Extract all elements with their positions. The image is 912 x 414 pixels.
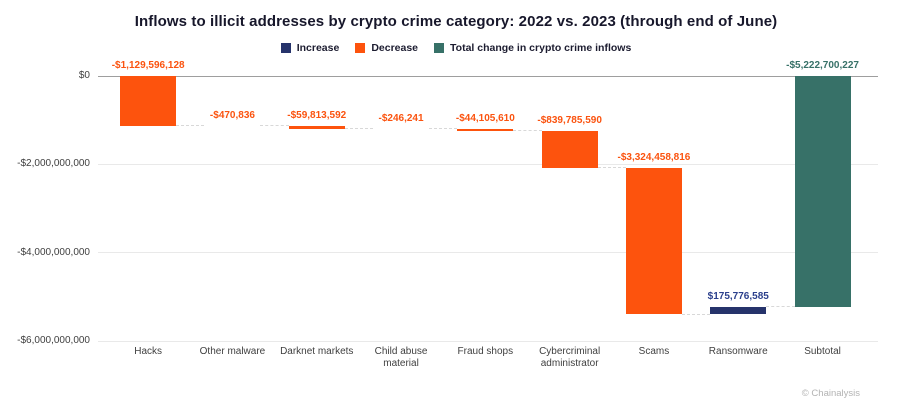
legend-swatch-decrease-icon <box>355 43 366 53</box>
bar-fraud-shops[interactable] <box>457 128 514 131</box>
bar-value-label: -$839,785,590 <box>537 114 602 126</box>
bar-subtotal[interactable] <box>794 76 851 307</box>
legend-swatch-total-icon <box>434 43 445 53</box>
gridline <box>98 252 878 254</box>
bar-value-label: -$3,324,458,816 <box>617 151 691 163</box>
x-tick-label: Scams <box>638 346 670 357</box>
legend-swatch-increase-icon <box>280 43 291 53</box>
gridline <box>98 340 878 342</box>
legend-label: Decrease <box>371 42 419 54</box>
x-tick-label: Fraud shops <box>457 346 514 357</box>
connector-line <box>597 167 626 169</box>
y-tick-label: -$4,000,000,000 <box>17 246 90 258</box>
legend-label: Increase <box>296 42 340 54</box>
connector-line <box>766 306 795 308</box>
connector-line <box>513 130 542 131</box>
bar-darknet-markets[interactable] <box>288 125 345 129</box>
attribution: © Chainalysis <box>801 388 860 399</box>
bar-value-label: -$246,241 <box>378 112 424 124</box>
y-tick-label: $0 <box>78 70 90 81</box>
chart-title: Inflows to illicit addresses by crypto c… <box>134 13 778 30</box>
connector-line <box>260 125 289 127</box>
zero-baseline <box>98 75 878 77</box>
bar-scams[interactable] <box>625 167 682 315</box>
x-tick-label: Child abuse material <box>374 346 428 369</box>
bar-value-label: -$1,129,596,128 <box>111 60 185 71</box>
x-tick-label: Cybercriminal administrator <box>539 346 601 369</box>
legend-item-decrease[interactable]: Decrease <box>355 42 418 54</box>
x-tick-label: Ransomware <box>708 346 768 357</box>
connector-line <box>344 128 374 130</box>
x-tick-label: Hacks <box>134 346 163 357</box>
bar-value-label: -$59,813,592 <box>287 109 347 121</box>
bar-value-label: -$5,222,700,227 <box>786 60 859 71</box>
connector-line <box>681 313 711 315</box>
bar-hacks[interactable] <box>120 76 177 126</box>
bar-ransomware[interactable] <box>710 306 767 315</box>
legend-item-total[interactable]: Total change in crypto crime inflows <box>434 42 631 54</box>
legend-item-increase[interactable]: Increase <box>280 42 340 54</box>
gridline <box>98 163 878 165</box>
legend: Increase Decrease Total change in crypto c… <box>0 42 912 54</box>
legend-label: Total change in crypto crime inflows <box>450 42 632 54</box>
bar-cybercriminal-administrator[interactable] <box>541 130 598 168</box>
connector-line <box>429 128 458 130</box>
x-tick-label: Subtotal <box>804 346 841 357</box>
connector-line <box>176 125 205 127</box>
bar-value-label: $175,776,585 <box>707 290 769 302</box>
y-tick-label: -$6,000,000,000 <box>17 335 90 346</box>
bar-value-label: -$44,105,610 <box>455 112 515 124</box>
x-tick-label: Other malware <box>199 346 266 357</box>
x-tick-label: Darknet markets <box>280 346 354 357</box>
y-tick-label: -$2,000,000,000 <box>17 158 90 170</box>
bar-value-label: -$470,836 <box>209 109 255 121</box>
